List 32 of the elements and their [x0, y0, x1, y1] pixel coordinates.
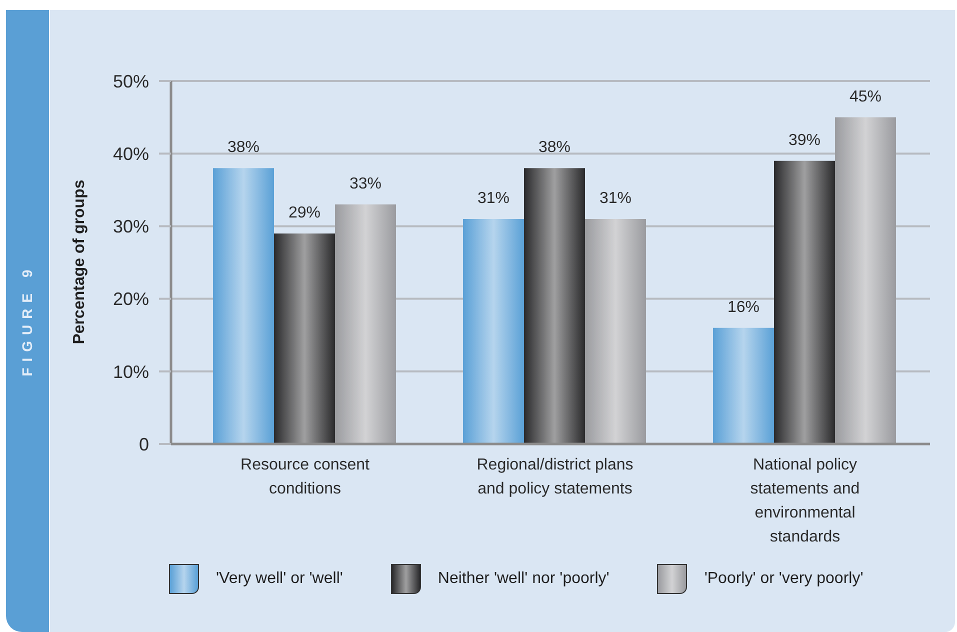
bar [524, 168, 585, 444]
bar [463, 218, 524, 444]
data-label: 33% [349, 175, 382, 192]
y-tick-label: 20% [112, 289, 149, 310]
bar [335, 204, 396, 444]
legend-label: 'Very well' or 'well' [216, 570, 343, 588]
y-axis-title: Percentage of groups [71, 180, 88, 344]
y-tick-label: 10% [112, 362, 149, 382]
legend-label: Neither 'well' nor 'poorly' [438, 570, 610, 588]
data-label: 38% [227, 139, 260, 156]
data-label: 31% [477, 190, 510, 207]
data-label: 31% [599, 190, 632, 207]
bar [585, 218, 646, 444]
bar [274, 233, 335, 444]
bar [835, 117, 896, 444]
y-tick-label: 40% [112, 144, 149, 164]
data-label: 16% [727, 298, 760, 316]
y-tick-label: 0 [138, 434, 149, 454]
data-label: 29% [288, 204, 321, 222]
x-tick-label: Resource consent conditions [240, 456, 370, 498]
bar [713, 328, 774, 444]
y-tick-label: 50% [112, 71, 149, 92]
data-label: 38% [538, 139, 571, 156]
x-tick-label: National policy statements and environmental standards [750, 456, 860, 546]
x-tick-label: Regional/district plans and policy statements [476, 456, 634, 498]
data-label: 45% [849, 88, 882, 106]
text: FIGURE 9 [19, 264, 35, 376]
bar [213, 168, 274, 444]
y-tick-label: 30% [112, 216, 149, 237]
data-label: 39% [788, 132, 821, 149]
legend-label: 'Poorly' or 'very poorly' [704, 570, 864, 588]
bar [774, 160, 835, 444]
